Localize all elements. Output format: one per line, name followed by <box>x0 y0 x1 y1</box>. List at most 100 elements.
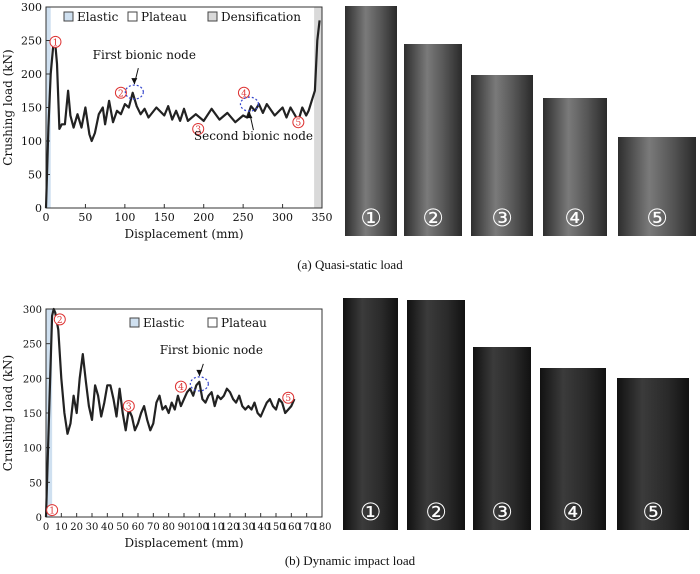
photo-bottom-4-label: ④ <box>562 498 584 526</box>
photo-top-4: ④ <box>543 98 607 236</box>
photo-bottom-5-label: ⑤ <box>642 498 664 526</box>
x-tick-label: 120 <box>220 522 239 533</box>
marker-label-2: 2 <box>57 316 63 326</box>
y-tick-label: 0 <box>36 513 42 524</box>
legend-label-densification: Densification <box>221 10 301 24</box>
x-tick-label: 150 <box>154 211 175 224</box>
plot-frame <box>45 6 323 209</box>
x-tick-label: 100 <box>114 211 135 224</box>
y-tick-label: 50 <box>29 478 42 489</box>
region-densification <box>314 7 322 208</box>
marker-circle-4 <box>174 380 187 393</box>
caption-top: (a) Quasi-static load <box>297 257 403 272</box>
marker-circle-1 <box>49 35 62 48</box>
photo-top-4-label: ④ <box>564 204 586 232</box>
photo-bottom-3: ③ <box>473 347 531 530</box>
quasi-static-chart: 0 50 100 150 200 250 300 350 0 50 100 150 200 250 300 D… <box>1 1 333 241</box>
marker-label-4: 4 <box>178 383 184 393</box>
y-tick-label: 300 <box>23 305 42 316</box>
legend-label-elastic: Elastic <box>143 316 185 330</box>
y-tick-label: 250 <box>21 35 42 48</box>
x-tick-label: 80 <box>162 522 175 533</box>
legend-label-elastic: Elastic <box>77 10 119 24</box>
marker-label-2: 2 <box>118 89 124 99</box>
legend-swatch-elastic <box>129 317 140 328</box>
x-tick-label: 250 <box>233 211 254 224</box>
legend-swatch-plateau <box>207 317 218 328</box>
series-line <box>44 20 321 209</box>
y-tick-label: 250 <box>23 340 42 351</box>
x-tick-label: 50 <box>116 522 129 533</box>
photo-top-2: ② <box>404 44 462 236</box>
x-tick-label: 350 <box>312 211 333 224</box>
photo-top-5-label: ⑤ <box>646 204 668 232</box>
photo-bottom-3-label: ③ <box>491 498 513 526</box>
marker-label-3: 3 <box>126 403 132 413</box>
x-tick-label: 160 <box>282 522 301 533</box>
photo-bottom-1-label: ① <box>359 498 382 526</box>
legend-swatch-elastic <box>63 11 74 22</box>
marker-circle-2 <box>53 313 66 326</box>
annotation-text: Second bionic node <box>194 129 313 143</box>
x-tick-label: 20 <box>70 522 83 533</box>
dynamic-impact-chart: 0 10 20 30 40 50 60 70 80 90 100110120130140150160… <box>1 305 332 548</box>
x-tick-label: 70 <box>147 522 160 533</box>
y-tick-label: 300 <box>21 1 42 14</box>
annotation-arrowhead <box>196 369 203 376</box>
marker-circle-2 <box>114 86 127 99</box>
bionic-node-highlight <box>124 84 144 100</box>
marker-circle-1 <box>46 504 59 517</box>
annotation-text: First bionic node <box>160 343 263 357</box>
annotation-text: First bionic node <box>93 48 196 62</box>
photo-top-1-label: ① <box>360 204 382 232</box>
photo-bottom-4: ④ <box>540 368 606 530</box>
x-tick-label: 40 <box>101 522 114 533</box>
legend-swatch-densification <box>207 11 218 22</box>
x-tick-label: 100 <box>190 522 209 533</box>
x-axis-label: Displacement (mm) <box>124 227 243 241</box>
x-axis-label: Displacement (mm) <box>124 536 243 548</box>
x-tick-label: 50 <box>78 211 92 224</box>
y-tick-label: 200 <box>23 374 42 385</box>
marker-circle-3 <box>192 122 205 135</box>
caption-bottom: (b) Dynamic impact load <box>284 553 416 568</box>
x-tick-label: 110 <box>205 522 224 533</box>
annotation-arrowhead <box>131 78 138 85</box>
marker-label-1: 1 <box>49 507 55 517</box>
legend-label-plateau: Plateau <box>221 316 267 330</box>
x-tick-label: 300 <box>272 211 293 224</box>
marker-label-5: 5 <box>285 394 291 404</box>
x-tick-label: 150 <box>266 522 285 533</box>
y-axis-label: Crushing load (kN) <box>1 355 15 471</box>
annotation-arrowhead <box>246 112 253 119</box>
photo-bottom-2-label: ② <box>425 498 447 526</box>
x-tick-label: 200 <box>193 211 214 224</box>
bionic-node-highlight <box>189 376 209 392</box>
photo-bottom-2: ② <box>407 300 465 530</box>
legend-label-plateau: Plateau <box>141 10 187 24</box>
photo-bottom-1: ① <box>343 298 398 530</box>
x-tick-label: 90 <box>178 522 191 533</box>
bionic-node-highlight <box>239 96 260 112</box>
x-tick-label: 30 <box>86 522 99 533</box>
marker-label-3: 3 <box>195 125 201 135</box>
x-tick-label: 130 <box>236 522 255 533</box>
y-axis-label: Crushing load (kN) <box>1 49 15 165</box>
marker-circle-3 <box>122 400 135 413</box>
marker-circle-5 <box>292 116 305 129</box>
legend-swatch-plateau <box>127 11 138 22</box>
marker-circle-5 <box>282 391 295 404</box>
y-tick-label: 200 <box>21 68 42 81</box>
marker-label-1: 1 <box>53 38 59 48</box>
x-tick-label: 0 <box>43 211 50 224</box>
photo-top-5: ⑤ <box>618 137 696 236</box>
photo-bottom-5: ⑤ <box>617 378 689 530</box>
photo-top-3-label: ③ <box>491 204 513 232</box>
y-tick-label: 0 <box>35 202 42 215</box>
photo-top-1: ① <box>345 6 397 236</box>
x-tick-label: 60 <box>132 522 145 533</box>
marker-label-5: 5 <box>295 119 301 129</box>
y-tick-label: 100 <box>23 444 42 455</box>
x-tick-label: 10 <box>55 522 68 533</box>
y-tick-label: 50 <box>28 169 42 182</box>
